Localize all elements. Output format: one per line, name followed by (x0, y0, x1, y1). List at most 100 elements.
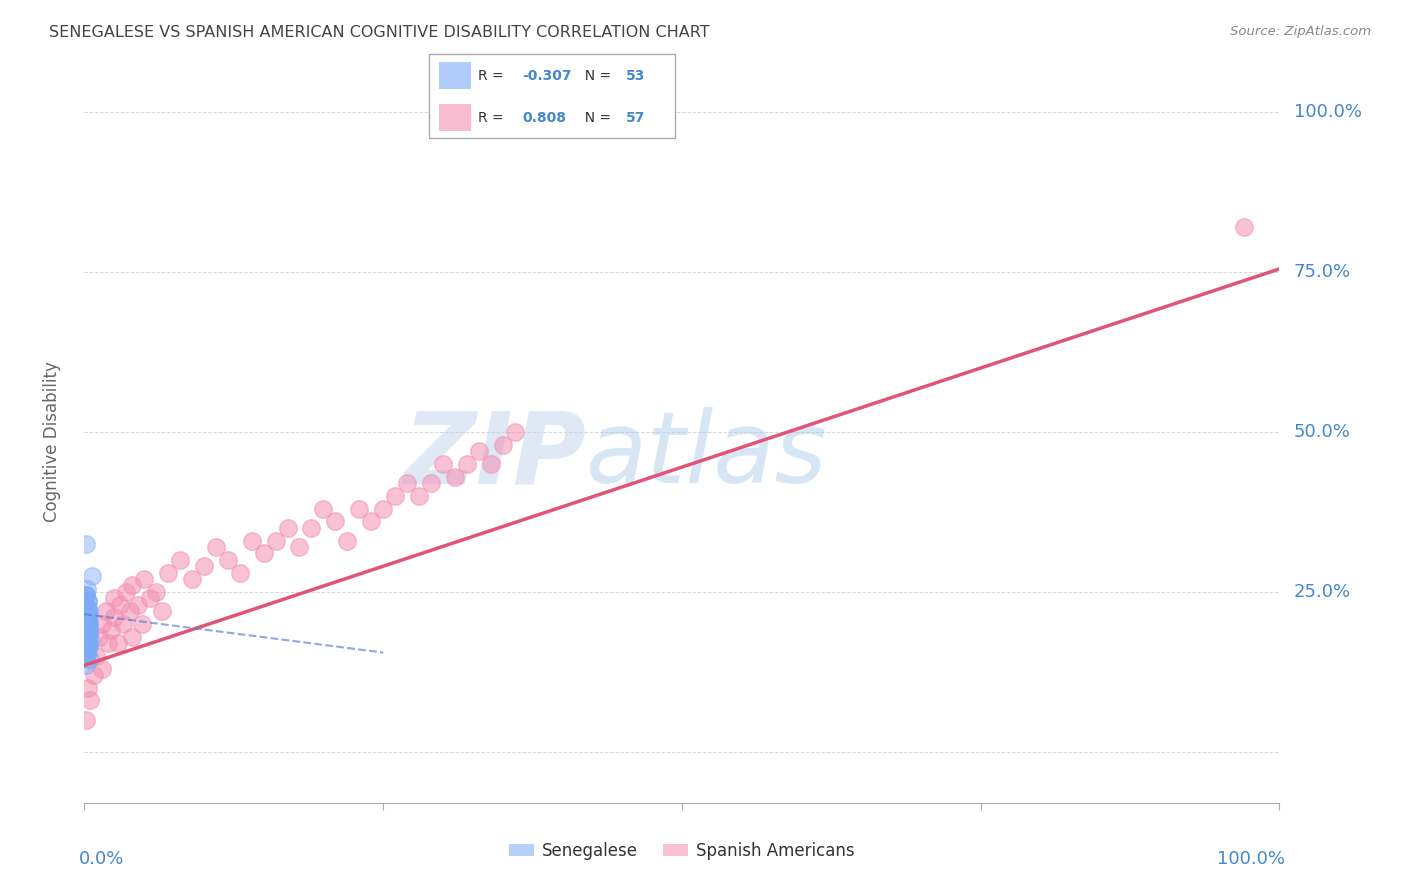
Point (83, 668, 105, 682)
Point (349, 501, 371, 516)
Point (217, 553, 239, 567)
Point (77, 616, 100, 631)
Point (121, 578, 143, 592)
Point (492, 438, 515, 452)
Point (77, 639, 100, 653)
Point (75, 614, 97, 628)
Point (76, 646, 98, 660)
Point (76, 600, 98, 615)
Point (75, 658, 97, 673)
Text: N =: N = (576, 111, 616, 125)
Point (76, 646, 98, 660)
Point (312, 501, 335, 516)
Point (111, 616, 134, 631)
Point (1233, 220, 1256, 235)
Legend: Senegalese, Spanish Americans: Senegalese, Spanish Americans (502, 836, 862, 867)
FancyBboxPatch shape (429, 54, 675, 138)
Point (396, 476, 419, 491)
Text: 57: 57 (626, 111, 645, 125)
Point (384, 489, 406, 503)
Point (75, 588, 97, 602)
Point (277, 521, 299, 535)
Point (91, 661, 114, 675)
Point (503, 425, 526, 439)
Point (288, 540, 311, 554)
Point (75, 600, 97, 615)
Point (77, 681, 100, 695)
FancyBboxPatch shape (439, 62, 471, 89)
Point (181, 572, 204, 586)
Point (118, 604, 141, 618)
Point (121, 630, 143, 644)
Point (107, 636, 129, 650)
Point (77, 594, 100, 608)
Point (103, 610, 125, 624)
Point (76, 614, 98, 628)
Point (77, 626, 100, 640)
Point (127, 598, 149, 612)
Point (77, 626, 100, 640)
Point (77, 620, 100, 634)
Point (76, 620, 98, 634)
Point (75, 652, 97, 666)
Point (77, 614, 100, 628)
Point (468, 444, 491, 458)
Point (86, 648, 108, 663)
Text: ZIP: ZIP (404, 408, 586, 505)
Point (77, 614, 100, 628)
Point (91, 616, 114, 631)
Point (76, 620, 98, 634)
Point (76, 626, 98, 640)
Point (75, 600, 97, 615)
Point (76, 626, 98, 640)
Text: 25.0%: 25.0% (1294, 582, 1351, 601)
Text: 53: 53 (626, 69, 645, 83)
Text: R =: R = (478, 111, 512, 125)
Text: R =: R = (478, 69, 508, 83)
Point (75, 639, 97, 653)
Point (97, 636, 120, 650)
Point (145, 584, 167, 599)
Point (336, 533, 359, 548)
Point (77, 607, 100, 622)
Point (75, 588, 97, 602)
Point (76, 626, 98, 640)
Point (77, 639, 100, 653)
Point (75, 632, 97, 647)
Point (75, 588, 97, 602)
Point (75, 607, 97, 622)
Text: 0.808: 0.808 (523, 111, 567, 125)
Point (75, 713, 97, 727)
Point (80, 569, 103, 583)
Point (76, 600, 98, 615)
Point (79, 652, 101, 666)
Point (100, 623, 122, 637)
Point (110, 598, 132, 612)
Point (77, 607, 100, 622)
Text: atlas: atlas (586, 408, 828, 505)
Text: N =: N = (576, 69, 616, 83)
Point (479, 457, 502, 471)
Point (253, 546, 276, 560)
Point (76, 610, 98, 624)
Text: 100.0%: 100.0% (1294, 103, 1362, 121)
Point (77, 632, 100, 647)
Point (205, 540, 228, 554)
Point (139, 591, 162, 606)
Point (131, 616, 153, 631)
Point (76, 620, 98, 634)
Point (115, 584, 138, 599)
Point (87, 630, 110, 644)
Point (432, 457, 454, 471)
Point (77, 626, 100, 640)
Point (94, 604, 117, 618)
Point (76, 632, 98, 647)
Point (193, 559, 215, 574)
Y-axis label: Cognitive Disability: Cognitive Disability (42, 361, 60, 522)
Point (103, 591, 125, 606)
Point (301, 521, 323, 535)
Point (157, 566, 180, 580)
Point (150, 604, 173, 618)
Point (75, 620, 97, 634)
Point (456, 457, 478, 471)
